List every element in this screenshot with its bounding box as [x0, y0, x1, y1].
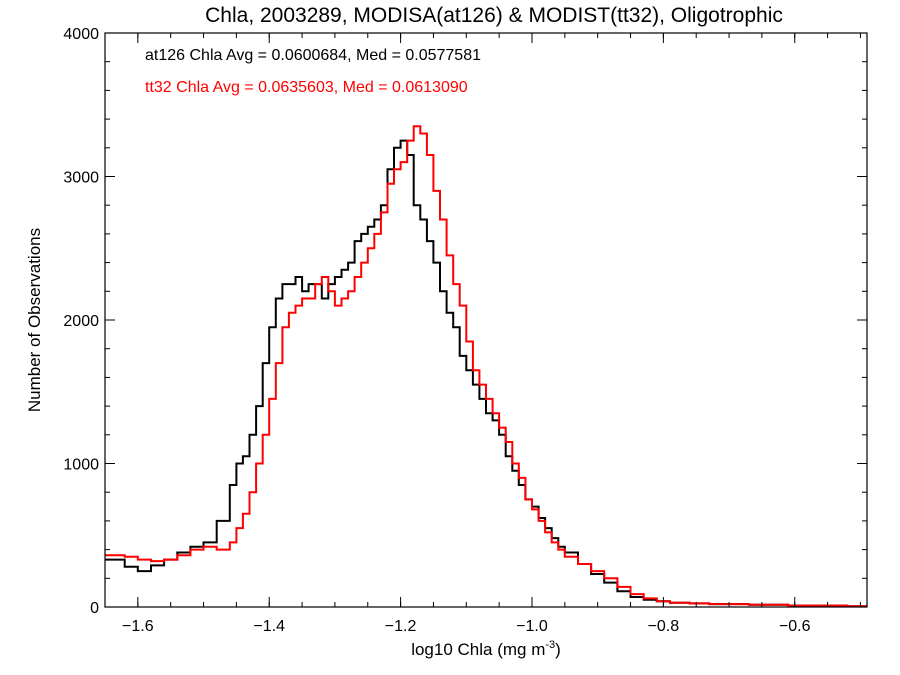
histogram-series-0: [105, 139, 867, 608]
x-tick-label: −0.8: [648, 618, 680, 635]
x-axis-ticks: −1.6 −1.4 −1.2 −1.0 −0.8 −0.6: [122, 33, 861, 635]
x-tick-label: −1.6: [122, 618, 154, 635]
y-axis-ticks: 0 1000 2000 3000 4000: [63, 26, 867, 617]
annotation-tt32: tt32 Chla Avg = 0.0635603, Med = 0.06130…: [145, 79, 468, 96]
x-tick-label: −1.4: [253, 618, 285, 635]
x-axis-label-end: ): [555, 640, 561, 659]
annotation-at126: at126 Chla Avg = 0.0600684, Med = 0.0577…: [145, 47, 481, 64]
series-layer: [105, 125, 867, 608]
y-tick-label: 1000: [63, 457, 99, 474]
histogram-series-1: [105, 125, 867, 608]
x-axis-label-superscript: -3: [545, 639, 555, 651]
x-tick-label: −1.2: [385, 618, 417, 635]
y-tick-label: 4000: [63, 26, 99, 43]
y-axis-label: Number of Observations: [25, 228, 44, 412]
chart-title: Chla, 2003289, MODISA(at126) & MODIST(tt…: [205, 4, 783, 27]
x-axis-label-main: log10 Chla (mg m: [411, 640, 545, 659]
x-tick-label: −1.0: [516, 618, 548, 635]
x-tick-label: −0.6: [779, 618, 811, 635]
y-tick-label: 2000: [63, 313, 99, 330]
y-tick-label: 0: [90, 600, 99, 617]
x-axis-label: log10 Chla (mg m-3): [411, 639, 561, 659]
y-tick-label: 3000: [63, 170, 99, 187]
